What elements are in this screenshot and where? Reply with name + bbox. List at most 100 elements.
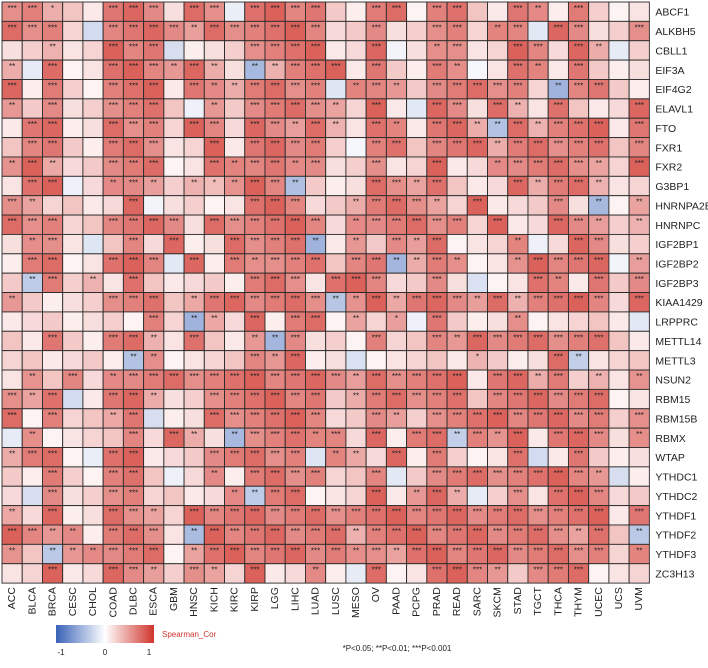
heatmap-cell <box>1 253 23 274</box>
significance-mark: *** <box>149 120 158 129</box>
significance-mark: *** <box>554 469 563 478</box>
heatmap-cell <box>62 350 84 371</box>
significance-mark: *** <box>574 236 583 245</box>
heatmap-cell <box>406 156 428 177</box>
heatmap-cell <box>224 330 246 352</box>
significance-mark: *** <box>554 198 563 207</box>
significance-mark: *** <box>270 430 279 439</box>
significance-mark: ** <box>353 546 359 555</box>
significance-mark: ** <box>110 178 116 187</box>
significance-mark: *** <box>270 43 279 52</box>
heatmap-cell <box>163 156 185 177</box>
significance-mark: *** <box>554 391 563 400</box>
heatmap-cell <box>21 59 43 80</box>
heatmap-cell <box>608 253 630 274</box>
significance-mark: *** <box>109 23 118 32</box>
heatmap-cell <box>183 272 205 293</box>
heatmap-cell <box>203 427 225 448</box>
heatmap-cell <box>426 350 448 371</box>
significance-mark: *** <box>432 120 441 129</box>
significance-mark: *** <box>392 527 401 536</box>
heatmap-cell <box>466 59 488 80</box>
significance-mark: *** <box>129 120 138 129</box>
significance-mark: *** <box>513 4 522 13</box>
significance-mark: ** <box>596 217 602 226</box>
significance-mark: *** <box>270 81 279 90</box>
significance-mark: *** <box>230 508 239 517</box>
significance-mark: *** <box>372 372 381 381</box>
significance-mark: *** <box>311 81 320 90</box>
significance-mark: *** <box>473 198 482 207</box>
heatmap-cell <box>608 524 630 545</box>
significance-mark: *** <box>493 527 502 536</box>
heatmap-cell <box>406 98 428 119</box>
heatmap-cell <box>62 408 84 429</box>
significance-mark: *** <box>554 372 563 381</box>
significance-mark: *** <box>129 23 138 32</box>
significance-mark: *** <box>493 295 502 304</box>
heatmap-cell <box>547 447 569 468</box>
significance-mark: *** <box>513 372 522 381</box>
significance-mark: *** <box>372 430 381 439</box>
significance-mark: ** <box>272 62 278 71</box>
significance-mark: *** <box>129 256 138 265</box>
heatmap-cell <box>163 137 185 158</box>
heatmap-cell <box>466 20 488 42</box>
significance-mark: ** <box>9 546 15 555</box>
significance-mark: ** <box>232 81 238 90</box>
significance-mark: *** <box>594 411 603 420</box>
heatmap-cell <box>608 195 630 216</box>
heatmap-cell <box>608 59 630 80</box>
heatmap-cell <box>163 79 185 100</box>
heatmap-cell <box>608 137 630 158</box>
heatmap-cell <box>82 292 104 313</box>
heatmap-cell <box>143 485 165 507</box>
legend-tick-mid: 0 <box>103 648 108 657</box>
significance-mark: *** <box>250 469 259 478</box>
significance-mark: ** <box>474 295 480 304</box>
significance-mark: *** <box>169 430 178 439</box>
significance-mark: ** <box>636 256 642 265</box>
heatmap-cell <box>163 330 185 352</box>
significance-mark: ** <box>272 333 278 342</box>
significance-mark: ** <box>211 469 217 478</box>
heatmap-cell <box>224 272 246 293</box>
significance-mark: *** <box>129 411 138 420</box>
significance-mark: ** <box>555 275 561 284</box>
heatmap-cell <box>163 98 185 119</box>
heatmap-cell <box>143 272 165 293</box>
significance-mark: *** <box>109 488 118 497</box>
significance-mark: *** <box>574 488 583 497</box>
heatmap-cell <box>487 1 509 22</box>
heatmap-cell <box>345 1 367 22</box>
significance-mark: *** <box>574 217 583 226</box>
significance-mark: *** <box>250 353 259 362</box>
significance-mark: *** <box>574 295 583 304</box>
heatmap-cell <box>62 485 84 507</box>
heatmap-cell <box>588 20 610 42</box>
significance-mark: *** <box>392 372 401 381</box>
heatmap-cell <box>183 195 205 216</box>
heatmap-cell <box>143 466 165 487</box>
significance-mark: ** <box>636 198 642 207</box>
significance-mark: *** <box>250 314 259 323</box>
significance-mark: *** <box>250 391 259 400</box>
significance-mark: ** <box>454 62 460 71</box>
significance-mark: *** <box>432 217 441 226</box>
color-legend: Spearman_Cor -1 0 1 <box>56 625 217 657</box>
heatmap-cell <box>203 350 225 371</box>
row-label: METTL14 <box>655 336 701 348</box>
significance-mark: *** <box>129 469 138 478</box>
significance-mark: ** <box>252 256 258 265</box>
significance-mark: ** <box>596 198 602 207</box>
significance-mark: *** <box>129 43 138 52</box>
significance-mark: ** <box>292 159 298 168</box>
significance-mark: *** <box>109 391 118 400</box>
heatmap-cell <box>21 505 43 526</box>
heatmap-cell <box>42 195 64 216</box>
significance-mark: *** <box>7 198 16 207</box>
heatmap-cell <box>547 233 569 255</box>
significance-mark: ** <box>535 372 541 381</box>
significance-mark: ** <box>596 469 602 478</box>
heatmap-cell <box>163 485 185 507</box>
